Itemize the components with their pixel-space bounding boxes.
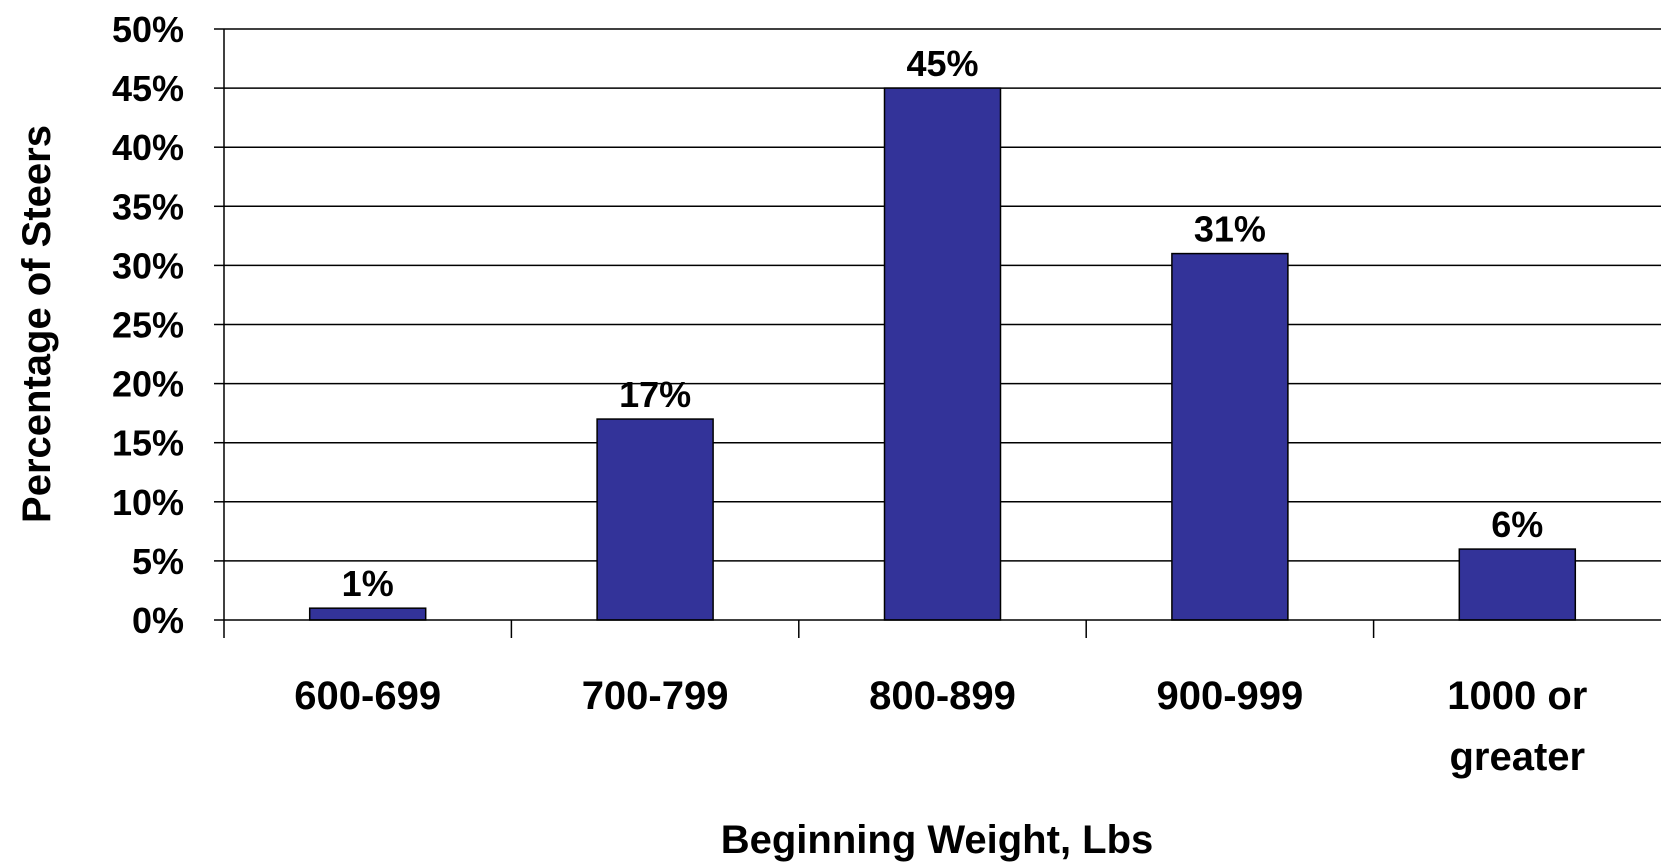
bar <box>1458 548 1577 621</box>
bar <box>883 87 1002 621</box>
y-tick-label: 15% <box>112 423 184 464</box>
y-tick-label: 30% <box>112 245 184 286</box>
bar <box>308 607 427 621</box>
y-tick-label: 40% <box>112 127 184 168</box>
data-labels: 1% 17% 45% 31% 6% <box>342 43 1544 604</box>
x-category-label: 700-799 <box>582 674 729 718</box>
x-axis-title: Beginning Weight, Lbs <box>721 818 1154 862</box>
y-tick-label: 10% <box>112 482 184 523</box>
x-category-label: 600-699 <box>294 674 441 718</box>
x-category-label: 900-999 <box>1157 674 1304 718</box>
data-label: 1% <box>342 563 394 604</box>
x-category-label: 800-899 <box>869 674 1016 718</box>
y-axis-title: Percentage of Steers <box>15 125 59 523</box>
y-tick-label: 35% <box>112 186 184 227</box>
x-category-labels: 600-699 700-799 800-899 900-999 1000 or great… <box>294 674 1587 779</box>
data-label: 31% <box>1194 209 1266 250</box>
x-category-label: 1000 or <box>1447 674 1587 718</box>
y-tick-label: 50% <box>112 9 184 50</box>
y-tick-label: 0% <box>132 600 184 641</box>
data-label: 6% <box>1491 504 1543 545</box>
y-tick-label: 25% <box>112 305 184 346</box>
x-category-label: greater <box>1449 735 1585 779</box>
bars <box>308 87 1577 621</box>
y-tick-label: 45% <box>112 68 184 109</box>
bar <box>596 418 714 621</box>
data-label: 17% <box>619 374 691 415</box>
data-label: 45% <box>906 43 978 84</box>
axes <box>214 28 1661 638</box>
y-tick-label: 20% <box>112 364 184 405</box>
y-tick-labels: 0% 5% 10% 15% 20% 25% 30% 35% 40% 45% 50% <box>112 9 184 641</box>
y-tick-label: 5% <box>132 541 184 582</box>
bar <box>1171 252 1289 621</box>
